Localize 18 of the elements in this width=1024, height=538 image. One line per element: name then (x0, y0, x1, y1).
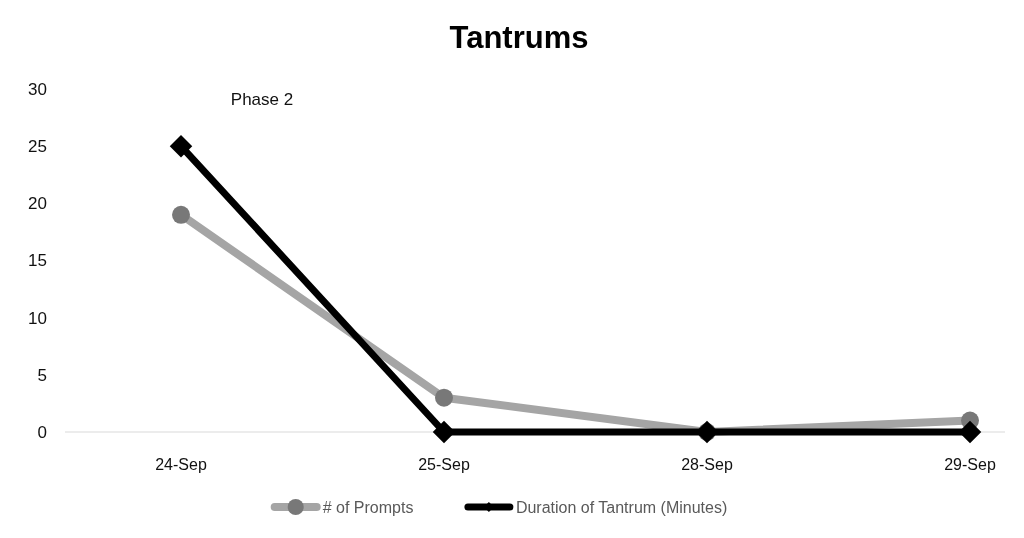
y-tick-label: 25 (28, 137, 47, 157)
point (169, 134, 193, 158)
legend-label: Duration of Tantrum (Minutes) (515, 498, 728, 516)
y-tick-label: 5 (37, 365, 47, 385)
x-tick-label: 25-Sep (418, 456, 470, 473)
legend-label: # of Prompts (322, 498, 414, 516)
y-tick-label: 20 (28, 194, 47, 214)
y-tick-label: 10 (28, 308, 47, 328)
point (435, 388, 453, 407)
x-tick-label: 28-Sep (681, 456, 733, 473)
y-tick-label: 0 (37, 422, 47, 442)
annotation: Phase 2 (230, 89, 294, 109)
x-tick-label: 29-Sep (944, 456, 996, 473)
y-tick-label: 30 (28, 79, 47, 99)
y-tick-label: 15 (28, 251, 47, 271)
x-tick-label: 24-Sep (155, 456, 207, 473)
chart-title: Tantrums (449, 20, 589, 55)
point (172, 205, 190, 224)
